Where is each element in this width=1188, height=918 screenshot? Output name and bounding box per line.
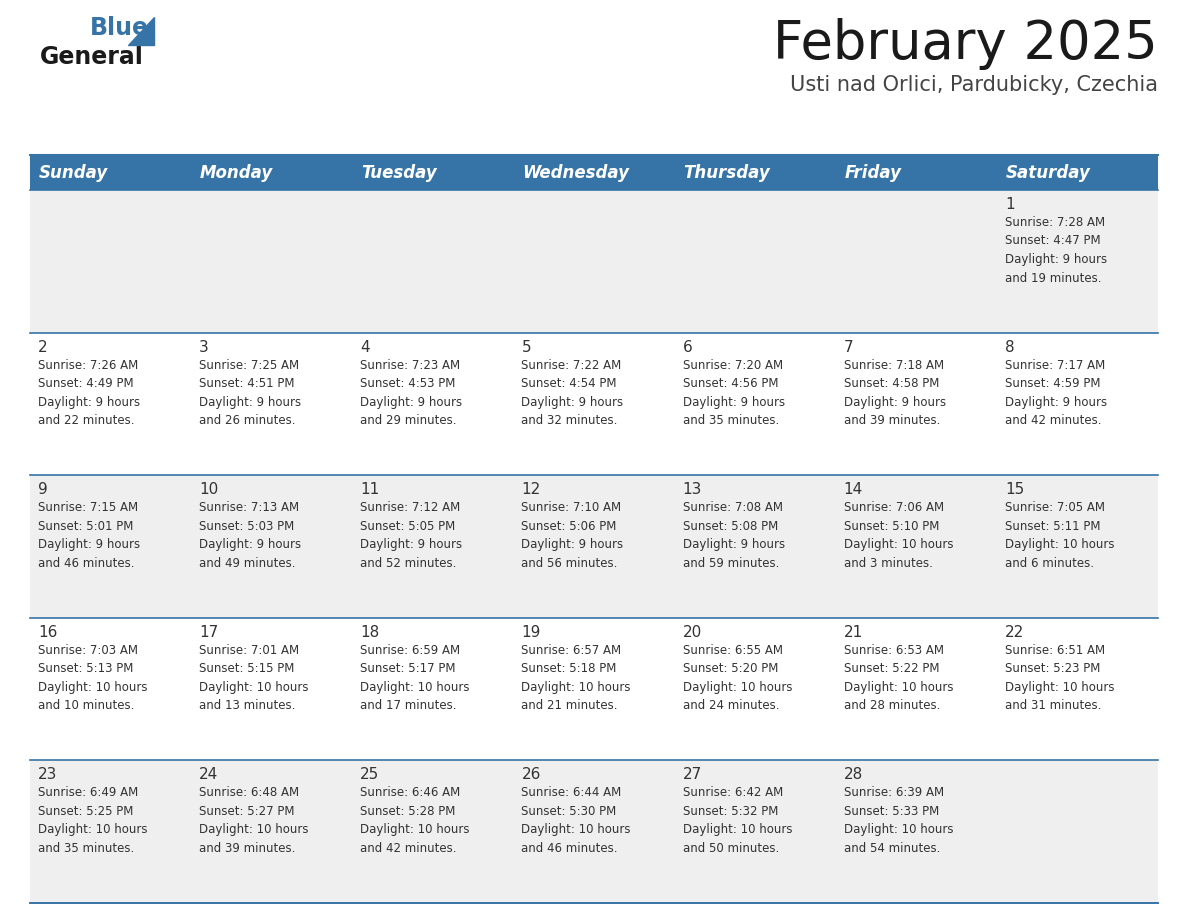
Text: 26: 26	[522, 767, 541, 782]
Text: Thursday: Thursday	[683, 163, 770, 182]
Text: 12: 12	[522, 482, 541, 498]
Text: Sunrise: 7:12 AM
Sunset: 5:05 PM
Daylight: 9 hours
and 52 minutes.: Sunrise: 7:12 AM Sunset: 5:05 PM Dayligh…	[360, 501, 462, 570]
Polygon shape	[128, 17, 154, 45]
Text: Monday: Monday	[200, 163, 273, 182]
Text: Sunrise: 6:57 AM
Sunset: 5:18 PM
Daylight: 10 hours
and 21 minutes.: Sunrise: 6:57 AM Sunset: 5:18 PM Dayligh…	[522, 644, 631, 712]
Text: Sunrise: 6:49 AM
Sunset: 5:25 PM
Daylight: 10 hours
and 35 minutes.: Sunrise: 6:49 AM Sunset: 5:25 PM Dayligh…	[38, 787, 147, 855]
Text: Sunrise: 7:23 AM
Sunset: 4:53 PM
Daylight: 9 hours
and 29 minutes.: Sunrise: 7:23 AM Sunset: 4:53 PM Dayligh…	[360, 359, 462, 427]
Text: 7: 7	[843, 340, 853, 354]
Text: 15: 15	[1005, 482, 1024, 498]
Text: 10: 10	[200, 482, 219, 498]
Text: Saturday: Saturday	[1006, 163, 1091, 182]
Bar	[353, 155, 513, 190]
Text: 17: 17	[200, 625, 219, 640]
Text: 8: 8	[1005, 340, 1015, 354]
Text: Sunrise: 6:53 AM
Sunset: 5:22 PM
Daylight: 10 hours
and 28 minutes.: Sunrise: 6:53 AM Sunset: 5:22 PM Dayligh…	[843, 644, 953, 712]
Text: Sunrise: 6:46 AM
Sunset: 5:28 PM
Daylight: 10 hours
and 42 minutes.: Sunrise: 6:46 AM Sunset: 5:28 PM Dayligh…	[360, 787, 469, 855]
Bar	[30, 332, 1158, 476]
Text: Sunrise: 7:06 AM
Sunset: 5:10 PM
Daylight: 10 hours
and 3 minutes.: Sunrise: 7:06 AM Sunset: 5:10 PM Dayligh…	[843, 501, 953, 570]
Text: 18: 18	[360, 625, 379, 640]
Text: 13: 13	[683, 482, 702, 498]
Text: Sunrise: 6:39 AM
Sunset: 5:33 PM
Daylight: 10 hours
and 54 minutes.: Sunrise: 6:39 AM Sunset: 5:33 PM Dayligh…	[843, 787, 953, 855]
Text: Sunrise: 7:13 AM
Sunset: 5:03 PM
Daylight: 9 hours
and 49 minutes.: Sunrise: 7:13 AM Sunset: 5:03 PM Dayligh…	[200, 501, 302, 570]
Bar	[513, 155, 675, 190]
Bar	[675, 155, 835, 190]
Text: 22: 22	[1005, 625, 1024, 640]
Bar	[191, 155, 353, 190]
Bar	[30, 190, 1158, 332]
Text: Sunrise: 7:05 AM
Sunset: 5:11 PM
Daylight: 10 hours
and 6 minutes.: Sunrise: 7:05 AM Sunset: 5:11 PM Dayligh…	[1005, 501, 1114, 570]
Bar	[30, 476, 1158, 618]
Text: 14: 14	[843, 482, 862, 498]
Text: Sunrise: 7:01 AM
Sunset: 5:15 PM
Daylight: 10 hours
and 13 minutes.: Sunrise: 7:01 AM Sunset: 5:15 PM Dayligh…	[200, 644, 309, 712]
Text: Sunrise: 6:42 AM
Sunset: 5:32 PM
Daylight: 10 hours
and 50 minutes.: Sunrise: 6:42 AM Sunset: 5:32 PM Dayligh…	[683, 787, 792, 855]
Text: 19: 19	[522, 625, 541, 640]
Text: 5: 5	[522, 340, 531, 354]
Text: General: General	[40, 45, 144, 69]
Text: 21: 21	[843, 625, 862, 640]
Text: Sunrise: 6:59 AM
Sunset: 5:17 PM
Daylight: 10 hours
and 17 minutes.: Sunrise: 6:59 AM Sunset: 5:17 PM Dayligh…	[360, 644, 469, 712]
Text: 1: 1	[1005, 197, 1015, 212]
Text: February 2025: February 2025	[773, 18, 1158, 70]
Text: 27: 27	[683, 767, 702, 782]
Text: 20: 20	[683, 625, 702, 640]
Bar	[997, 155, 1158, 190]
Text: Sunrise: 6:48 AM
Sunset: 5:27 PM
Daylight: 10 hours
and 39 minutes.: Sunrise: 6:48 AM Sunset: 5:27 PM Dayligh…	[200, 787, 309, 855]
Text: Tuesday: Tuesday	[361, 163, 437, 182]
Bar	[30, 155, 191, 190]
Text: 23: 23	[38, 767, 57, 782]
Text: Friday: Friday	[845, 163, 902, 182]
Text: Blue: Blue	[90, 16, 148, 40]
Text: 2: 2	[38, 340, 48, 354]
Text: Sunrise: 6:51 AM
Sunset: 5:23 PM
Daylight: 10 hours
and 31 minutes.: Sunrise: 6:51 AM Sunset: 5:23 PM Dayligh…	[1005, 644, 1114, 712]
Text: 24: 24	[200, 767, 219, 782]
Text: Sunrise: 6:55 AM
Sunset: 5:20 PM
Daylight: 10 hours
and 24 minutes.: Sunrise: 6:55 AM Sunset: 5:20 PM Dayligh…	[683, 644, 792, 712]
Text: Sunrise: 7:26 AM
Sunset: 4:49 PM
Daylight: 9 hours
and 22 minutes.: Sunrise: 7:26 AM Sunset: 4:49 PM Dayligh…	[38, 359, 140, 427]
Text: 25: 25	[360, 767, 379, 782]
Text: Wednesday: Wednesday	[523, 163, 630, 182]
Text: Sunrise: 7:03 AM
Sunset: 5:13 PM
Daylight: 10 hours
and 10 minutes.: Sunrise: 7:03 AM Sunset: 5:13 PM Dayligh…	[38, 644, 147, 712]
Text: Sunday: Sunday	[39, 163, 108, 182]
Text: Usti nad Orlici, Pardubicky, Czechia: Usti nad Orlici, Pardubicky, Czechia	[790, 75, 1158, 95]
Text: Sunrise: 7:08 AM
Sunset: 5:08 PM
Daylight: 9 hours
and 59 minutes.: Sunrise: 7:08 AM Sunset: 5:08 PM Dayligh…	[683, 501, 785, 570]
Text: 4: 4	[360, 340, 369, 354]
Text: Sunrise: 7:10 AM
Sunset: 5:06 PM
Daylight: 9 hours
and 56 minutes.: Sunrise: 7:10 AM Sunset: 5:06 PM Dayligh…	[522, 501, 624, 570]
Text: Sunrise: 7:17 AM
Sunset: 4:59 PM
Daylight: 9 hours
and 42 minutes.: Sunrise: 7:17 AM Sunset: 4:59 PM Dayligh…	[1005, 359, 1107, 427]
Text: 6: 6	[683, 340, 693, 354]
Text: Sunrise: 7:20 AM
Sunset: 4:56 PM
Daylight: 9 hours
and 35 minutes.: Sunrise: 7:20 AM Sunset: 4:56 PM Dayligh…	[683, 359, 785, 427]
Text: 28: 28	[843, 767, 862, 782]
Text: Sunrise: 7:28 AM
Sunset: 4:47 PM
Daylight: 9 hours
and 19 minutes.: Sunrise: 7:28 AM Sunset: 4:47 PM Dayligh…	[1005, 216, 1107, 285]
Text: 16: 16	[38, 625, 57, 640]
Bar	[835, 155, 997, 190]
Bar	[30, 618, 1158, 760]
Text: Sunrise: 7:22 AM
Sunset: 4:54 PM
Daylight: 9 hours
and 32 minutes.: Sunrise: 7:22 AM Sunset: 4:54 PM Dayligh…	[522, 359, 624, 427]
Text: Sunrise: 7:25 AM
Sunset: 4:51 PM
Daylight: 9 hours
and 26 minutes.: Sunrise: 7:25 AM Sunset: 4:51 PM Dayligh…	[200, 359, 302, 427]
Text: Sunrise: 7:18 AM
Sunset: 4:58 PM
Daylight: 9 hours
and 39 minutes.: Sunrise: 7:18 AM Sunset: 4:58 PM Dayligh…	[843, 359, 946, 427]
Text: 11: 11	[360, 482, 379, 498]
Text: Sunrise: 7:15 AM
Sunset: 5:01 PM
Daylight: 9 hours
and 46 minutes.: Sunrise: 7:15 AM Sunset: 5:01 PM Dayligh…	[38, 501, 140, 570]
Bar	[30, 760, 1158, 903]
Text: 9: 9	[38, 482, 48, 498]
Text: 3: 3	[200, 340, 209, 354]
Text: Sunrise: 6:44 AM
Sunset: 5:30 PM
Daylight: 10 hours
and 46 minutes.: Sunrise: 6:44 AM Sunset: 5:30 PM Dayligh…	[522, 787, 631, 855]
